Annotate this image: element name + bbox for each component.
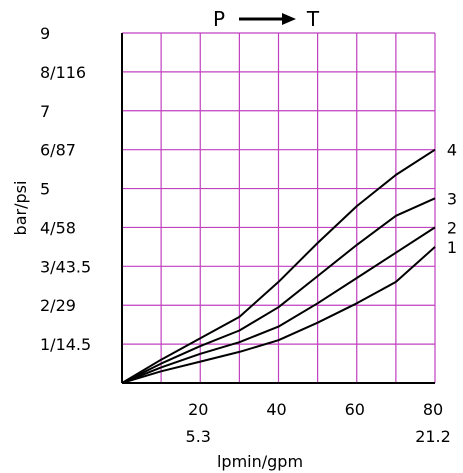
curve-2 <box>121 226 436 384</box>
y-tick-label: 5 <box>40 180 50 199</box>
y-tick-label: 7 <box>40 102 50 121</box>
curve-label-1: 1 <box>447 238 457 257</box>
grid <box>122 32 436 383</box>
y-tick-label: 4/58 <box>40 218 76 237</box>
curve-label-4: 4 <box>447 141 457 160</box>
curve-4 <box>121 148 436 384</box>
curve-labels: 12 3 4 <box>447 141 457 257</box>
y-tick-label: 8/116 <box>40 63 86 82</box>
curve-3 <box>121 197 436 384</box>
y-tick-label: 1/14.5 <box>40 335 91 354</box>
y-tick-labels: 1/14.5 2/29 3/43.5 4/58 5 6/87 7 8/116 9 <box>40 24 91 354</box>
y-tick-label: 9 <box>40 24 50 43</box>
x-tick-label: 60 <box>345 400 365 419</box>
x-tick-label: 80 <box>423 400 443 419</box>
x-tick-label: 40 <box>266 400 286 419</box>
x-tick-label-secondary: 21.2 <box>415 427 451 446</box>
curve-label-2: 2 <box>447 218 457 237</box>
curve-1 <box>121 246 436 384</box>
chart-title-from: P <box>213 7 225 31</box>
y-axis-title: bar/psi <box>11 181 30 236</box>
curves <box>121 148 436 384</box>
curve-label-3: 3 <box>447 189 457 208</box>
y-tick-label: 2/29 <box>40 296 76 315</box>
flow-arrow-icon <box>239 13 296 25</box>
chart-title-to: T <box>306 7 320 31</box>
y-tick-label: 3/43.5 <box>40 257 91 276</box>
x-tick-labels: 20 40 60 80 5.3 21.2 <box>186 400 451 446</box>
plot-frame <box>121 33 435 384</box>
y-tick-label: 6/87 <box>40 141 76 160</box>
x-axis-title: lpmin/gpm <box>217 452 303 471</box>
x-tick-label-secondary: 5.3 <box>186 427 211 446</box>
x-tick-label: 20 <box>188 400 208 419</box>
